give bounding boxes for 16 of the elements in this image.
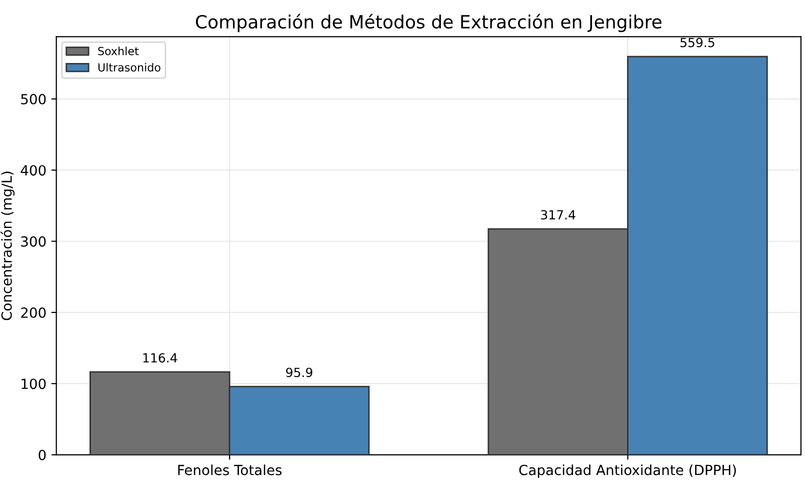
legend-label: Ultrasonido xyxy=(98,62,160,72)
y-axis-title: Concentración (mg/L) xyxy=(0,172,15,320)
x-tick-label: Fenoles Totales xyxy=(178,464,282,476)
y-tick-label: 100 xyxy=(22,378,46,390)
x-tick-label: Capacidad Antioxidante (DPPH) xyxy=(519,464,736,478)
data-label: 559.5 xyxy=(680,38,714,48)
y-tick-label: 500 xyxy=(21,94,46,104)
chart-title: Comparación de Métodos de Extracción en Jengibre xyxy=(196,14,662,32)
y-tick-label: 200 xyxy=(21,307,46,318)
data-label: 317.4 xyxy=(541,210,576,220)
y-tick-label: 0 xyxy=(38,450,46,460)
legend-label: Soxhlet xyxy=(98,46,139,56)
data-label: 95.9 xyxy=(286,368,312,378)
y-tick-label: 400 xyxy=(20,165,46,176)
data-label: 116.4 xyxy=(143,353,178,363)
y-tick-label: 300 xyxy=(21,236,46,247)
